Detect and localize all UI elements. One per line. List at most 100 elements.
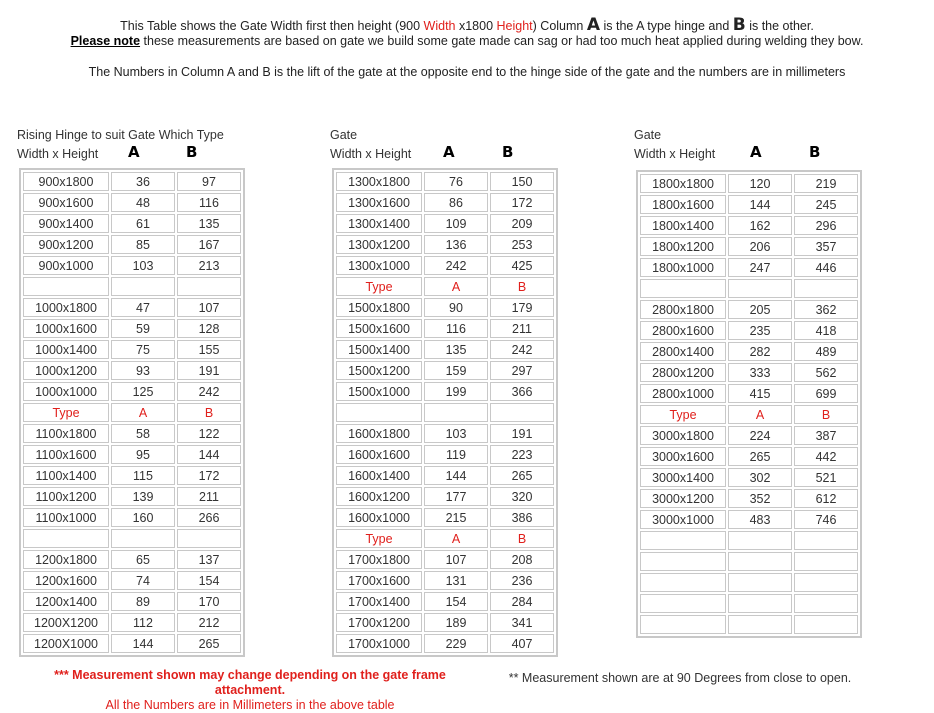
column-b-header: B: [186, 143, 198, 161]
a-value-cell: 59: [111, 319, 175, 338]
size-cell: 1000x1000: [23, 382, 109, 401]
b-value-cell: [794, 552, 858, 571]
a-value-cell: 86: [424, 193, 488, 212]
table-row: [640, 615, 858, 634]
b-value-cell: 128: [177, 319, 241, 338]
a-value-cell: 89: [111, 592, 175, 611]
table-subheader: Width x Height: [330, 147, 412, 161]
table-row: 1300x1600 86 172: [336, 193, 554, 212]
a-value-cell: 139: [111, 487, 175, 506]
a-value-cell: 120: [728, 174, 792, 193]
b-value-cell: 211: [490, 319, 554, 338]
size-cell: 3000x1000: [640, 510, 726, 529]
b-value-cell: 425: [490, 256, 554, 275]
b-value-cell: [794, 615, 858, 634]
a-value-cell: 247: [728, 258, 792, 277]
size-cell: 1800x1200: [640, 237, 726, 256]
b-value-cell: [794, 594, 858, 613]
size-cell: 1600x1600: [336, 445, 422, 464]
a-value-cell: 74: [111, 571, 175, 590]
b-value-cell: 284: [490, 592, 554, 611]
a-value-cell: 206: [728, 237, 792, 256]
table-header-3: Gate Width x Height A B: [634, 126, 914, 166]
size-cell: 1000x1400: [23, 340, 109, 359]
size-cell: 1300x1600: [336, 193, 422, 212]
size-cell: [640, 573, 726, 592]
intro-text: these measurements are based on gate we …: [140, 34, 864, 48]
table-row: 1200x1400 89 170: [23, 592, 241, 611]
table-row: 1000x1000 125 242: [23, 382, 241, 401]
a-value-cell: 144: [424, 466, 488, 485]
size-cell: 1700x1000: [336, 634, 422, 653]
table-row: 1700x1800 107 208: [336, 550, 554, 569]
a-value-cell: 235: [728, 321, 792, 340]
size-cell: 1200X1200: [23, 613, 109, 632]
a-value-cell: 93: [111, 361, 175, 380]
size-cell: [640, 279, 726, 298]
a-value-cell: 160: [111, 508, 175, 527]
size-cell: 1300x1000: [336, 256, 422, 275]
size-cell: 2800x1000: [640, 384, 726, 403]
b-value-cell: 245: [794, 195, 858, 214]
b-value-cell: 107: [177, 298, 241, 317]
table-row: [640, 573, 858, 592]
intro-text: is the A type hinge and: [600, 19, 733, 33]
a-value-cell: 415: [728, 384, 792, 403]
size-cell: 1000x1200: [23, 361, 109, 380]
table-row: 1800x1000 247 446: [640, 258, 858, 277]
column-b-label: B: [732, 15, 746, 35]
table-row: 1800x1400 162 296: [640, 216, 858, 235]
a-value-cell: 282: [728, 342, 792, 361]
type-header-row: Type A B: [640, 405, 858, 424]
b-value-cell: 253: [490, 235, 554, 254]
size-cell: 1000x1600: [23, 319, 109, 338]
size-cell: 1700x1200: [336, 613, 422, 632]
size-cell: [23, 277, 109, 296]
size-cell: 1800x1600: [640, 195, 726, 214]
b-value-cell: 191: [177, 361, 241, 380]
intro-text: x1800: [455, 19, 497, 33]
size-cell: 1800x1400: [640, 216, 726, 235]
a-value-cell: 61: [111, 214, 175, 233]
table-row: 1700x1000 229 407: [336, 634, 554, 653]
size-cell: 1700x1800: [336, 550, 422, 569]
a-value-cell: [111, 529, 175, 548]
column-a-header: A: [443, 143, 455, 161]
size-cell: 1100x1600: [23, 445, 109, 464]
a-value-cell: 144: [111, 634, 175, 653]
a-value-cell: 229: [424, 634, 488, 653]
intro-text: This Table shows the Gate Width first th…: [120, 19, 424, 33]
size-cell: 1600x1000: [336, 508, 422, 527]
size-cell: 3000x1800: [640, 426, 726, 445]
size-cell: 900x1400: [23, 214, 109, 233]
b-value-cell: 446: [794, 258, 858, 277]
table-row: [640, 552, 858, 571]
b-value-cell: B: [794, 405, 858, 424]
a-value-cell: 107: [424, 550, 488, 569]
b-value-cell: 562: [794, 363, 858, 382]
table-row: 1300x1200 136 253: [336, 235, 554, 254]
lift-table-1: 900x1800 36 97 900x1600 48 116 900x1400 61 135 90…: [19, 168, 245, 657]
table-row: 2800x1400 282 489: [640, 342, 858, 361]
table-caption: Gate: [330, 128, 358, 142]
b-value-cell: 362: [794, 300, 858, 319]
size-cell: 900x1000: [23, 256, 109, 275]
table-row: 1300x1000 242 425: [336, 256, 554, 275]
b-value-cell: 366: [490, 382, 554, 401]
table-row: 1800x1800 120 219: [640, 174, 858, 193]
size-cell: [640, 531, 726, 550]
a-value-cell: [728, 552, 792, 571]
a-value-cell: 90: [424, 298, 488, 317]
b-value-cell: 97: [177, 172, 241, 191]
units-note: All the Numbers are in Millimeters in th…: [105, 698, 395, 712]
table-row: [640, 531, 858, 550]
size-cell: 1700x1600: [336, 571, 422, 590]
b-value-cell: 242: [177, 382, 241, 401]
b-value-cell: [794, 531, 858, 550]
b-value-cell: 699: [794, 384, 858, 403]
b-value-cell: 341: [490, 613, 554, 632]
b-value-cell: 746: [794, 510, 858, 529]
b-value-cell: 612: [794, 489, 858, 508]
a-value-cell: [728, 615, 792, 634]
b-value-cell: 135: [177, 214, 241, 233]
